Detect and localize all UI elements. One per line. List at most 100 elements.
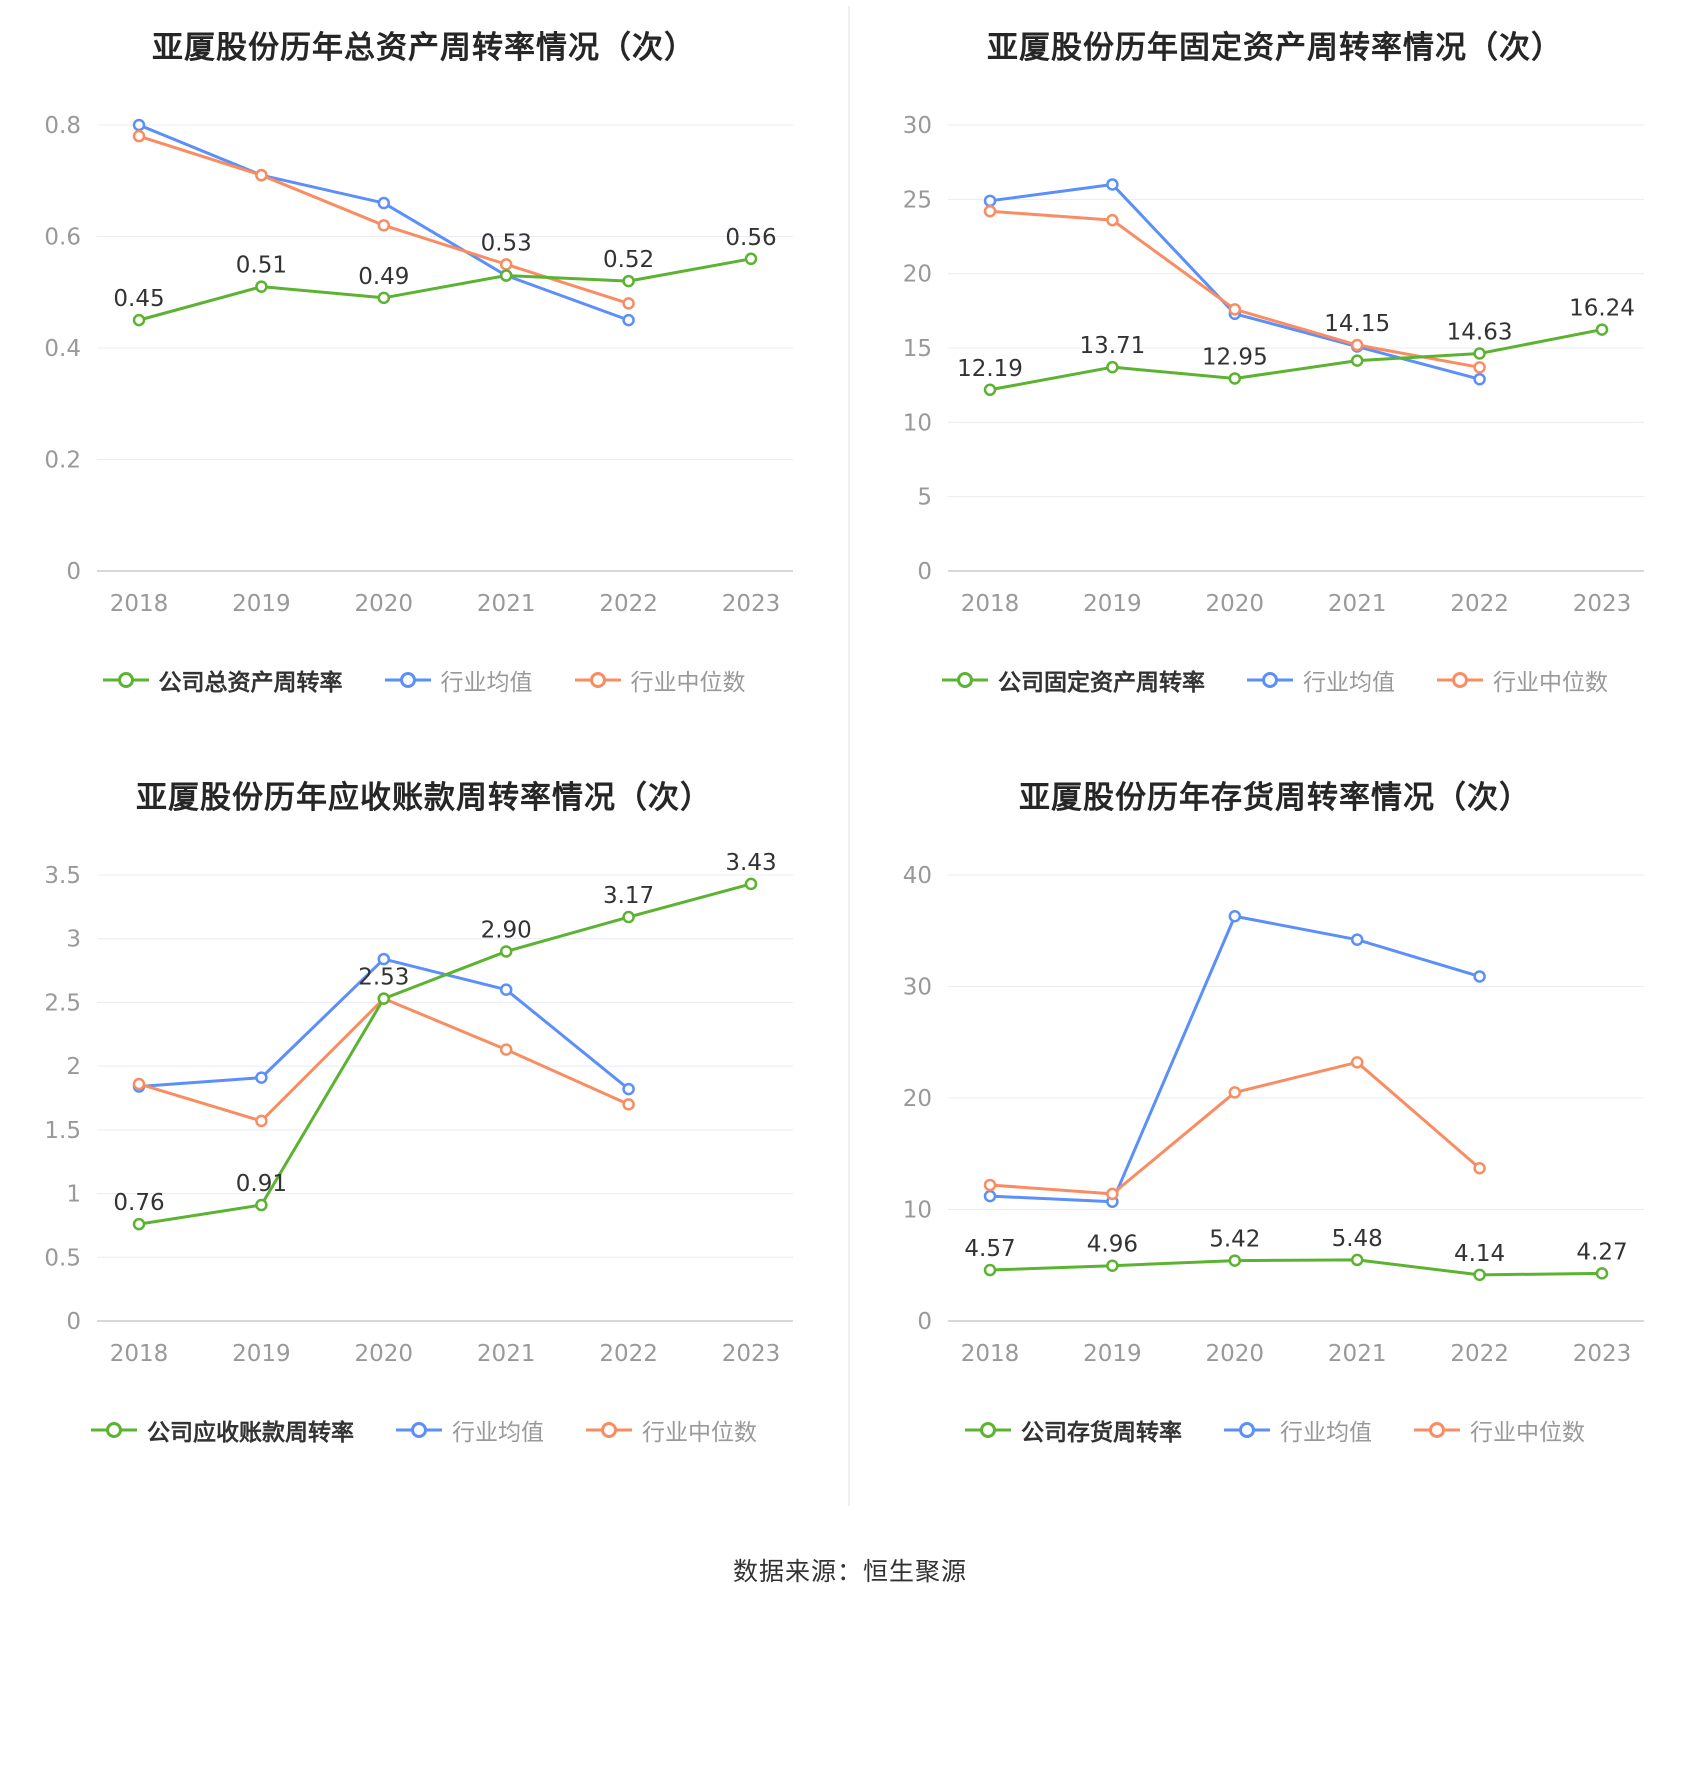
legend-item: 行业均值 — [1247, 663, 1395, 697]
y-tick-label: 30 — [903, 975, 932, 1001]
legend-label: 公司固定资产周转率 — [998, 670, 1205, 696]
y-tick-label: 25 — [903, 187, 932, 213]
series-line-company — [988, 1258, 1604, 1277]
y-tick-label: 3 — [66, 927, 81, 953]
data-point — [1106, 213, 1119, 227]
legend-item: 行业均值 — [384, 663, 533, 697]
data-point — [1473, 347, 1486, 360]
chart-inventory-turnover: 亚厦股份历年存货周转率情况（次） 0 10 20 30 40 2018 2019 2020 20… — [850, 756, 1700, 1506]
data-label: 3.17 — [603, 883, 654, 909]
data-point — [622, 1082, 635, 1096]
data-point — [255, 1114, 268, 1128]
x-tick-label: 2023 — [722, 1341, 781, 1367]
data-point — [1595, 323, 1609, 336]
data-point — [983, 383, 997, 397]
x-tick-label: 2018 — [961, 591, 1020, 617]
data-point — [255, 168, 268, 182]
data-label: 0.51 — [236, 253, 287, 279]
x-tick-label: 2020 — [355, 591, 414, 617]
data-point — [132, 1217, 146, 1231]
data-point — [622, 313, 635, 327]
legend-marker-icon — [91, 1422, 137, 1438]
x-tick-label: 2021 — [1328, 1341, 1387, 1367]
y-tick-label: 0 — [917, 559, 932, 585]
series-line-company — [988, 328, 1604, 392]
data-point — [983, 204, 997, 218]
x-tick-label: 2022 — [599, 591, 658, 617]
data-point — [1350, 1253, 1364, 1267]
data-point — [499, 258, 513, 271]
x-tick-label: 2022 — [1450, 591, 1509, 617]
y-tick-label: 20 — [903, 1086, 932, 1112]
legend-item: 行业中位数 — [574, 663, 746, 697]
x-tick-label: 2019 — [232, 1341, 291, 1367]
legend-marker-icon — [1224, 1422, 1270, 1438]
data-point — [622, 1098, 635, 1111]
x-tick-label: 2020 — [355, 1341, 414, 1367]
legend-marker-icon — [1437, 672, 1483, 688]
y-tick-label: 0.5 — [44, 1245, 81, 1271]
legend-label: 公司存货周转率 — [1021, 1420, 1182, 1446]
data-point — [1350, 354, 1364, 367]
data-point — [1228, 1086, 1242, 1099]
legend-marker-icon — [965, 1422, 1011, 1438]
y-tick-label: 2 — [66, 1054, 81, 1080]
data-point — [1473, 970, 1486, 983]
y-tick-label: 0.6 — [44, 225, 81, 251]
y-tick-label: 20 — [903, 262, 932, 288]
x-tick-label: 2018 — [110, 591, 169, 617]
chart-legend: 公司应收账款周转率 行业均值 行业中位数 — [91, 1413, 757, 1447]
y-tick-label: 5 — [917, 485, 932, 511]
y-tick-label: 3.5 — [44, 863, 81, 889]
x-tick-label: 2023 — [1573, 591, 1632, 617]
data-point — [1228, 303, 1242, 316]
data-point — [499, 1043, 513, 1056]
data-point — [255, 1198, 268, 1212]
data-point — [1473, 1161, 1486, 1175]
data-point — [1228, 1254, 1242, 1267]
data-source: 数据来源：恒生聚源 — [732, 1557, 967, 1586]
data-label: 13.71 — [1079, 333, 1145, 359]
chart-title: 亚厦股份历年总资产周转率情况（次） — [152, 30, 696, 66]
charts-grid: 亚厦股份历年总资产周转率情况（次） 0 0.2 0.4 0.6 0.8 2018 2019 2… — [0, 6, 1700, 1506]
data-point — [1350, 933, 1364, 946]
series-line-company — [137, 882, 753, 1226]
data-point — [1106, 178, 1119, 191]
data-point — [1228, 372, 1242, 385]
legend-item: 行业均值 — [396, 1413, 544, 1447]
legend-item: 行业中位数 — [1437, 663, 1608, 697]
y-tick-label: 0 — [917, 1309, 932, 1335]
legend-label: 行业均值 — [1280, 1420, 1372, 1446]
series-line-industry_mean — [988, 914, 1482, 1204]
legend-marker-icon — [586, 1422, 632, 1438]
data-point — [622, 297, 635, 310]
chart-total-asset-turnover: 亚厦股份历年总资产周转率情况（次） 0 0.2 0.4 0.6 0.8 2018 2019 2… — [0, 6, 850, 756]
data-label: 0.56 — [725, 225, 776, 251]
legend-label: 公司总资产周转率 — [158, 670, 343, 696]
legend-label: 公司应收账款周转率 — [147, 1420, 354, 1446]
data-point — [1473, 372, 1486, 386]
x-tick-label: 2023 — [1573, 1341, 1632, 1367]
x-tick-label: 2022 — [1450, 1341, 1509, 1367]
data-label: 4.96 — [1087, 1232, 1138, 1258]
data-point — [1473, 1268, 1486, 1282]
legend-label: 行业中位数 — [630, 670, 746, 696]
data-point — [132, 1077, 146, 1091]
legend-marker-icon — [102, 672, 149, 688]
data-label: 2.53 — [358, 965, 409, 991]
y-tick-label: 1.5 — [44, 1118, 81, 1144]
x-tick-label: 2021 — [477, 591, 536, 617]
data-label: 0.52 — [603, 247, 654, 273]
legend-item: 行业中位数 — [586, 1413, 757, 1447]
legend-marker-icon — [384, 672, 431, 688]
data-label: 12.95 — [1202, 344, 1268, 370]
legend-label: 行业均值 — [440, 670, 533, 696]
legend-item: 行业均值 — [1224, 1413, 1372, 1447]
y-tick-label: 0 — [66, 559, 81, 585]
legend-item: 公司固定资产周转率 — [942, 663, 1205, 697]
chart-legend: 公司总资产周转率 行业均值 行业中位数 — [102, 663, 746, 697]
data-label: 0.45 — [113, 286, 164, 312]
data-label: 14.63 — [1447, 320, 1513, 346]
data-point — [499, 983, 513, 996]
